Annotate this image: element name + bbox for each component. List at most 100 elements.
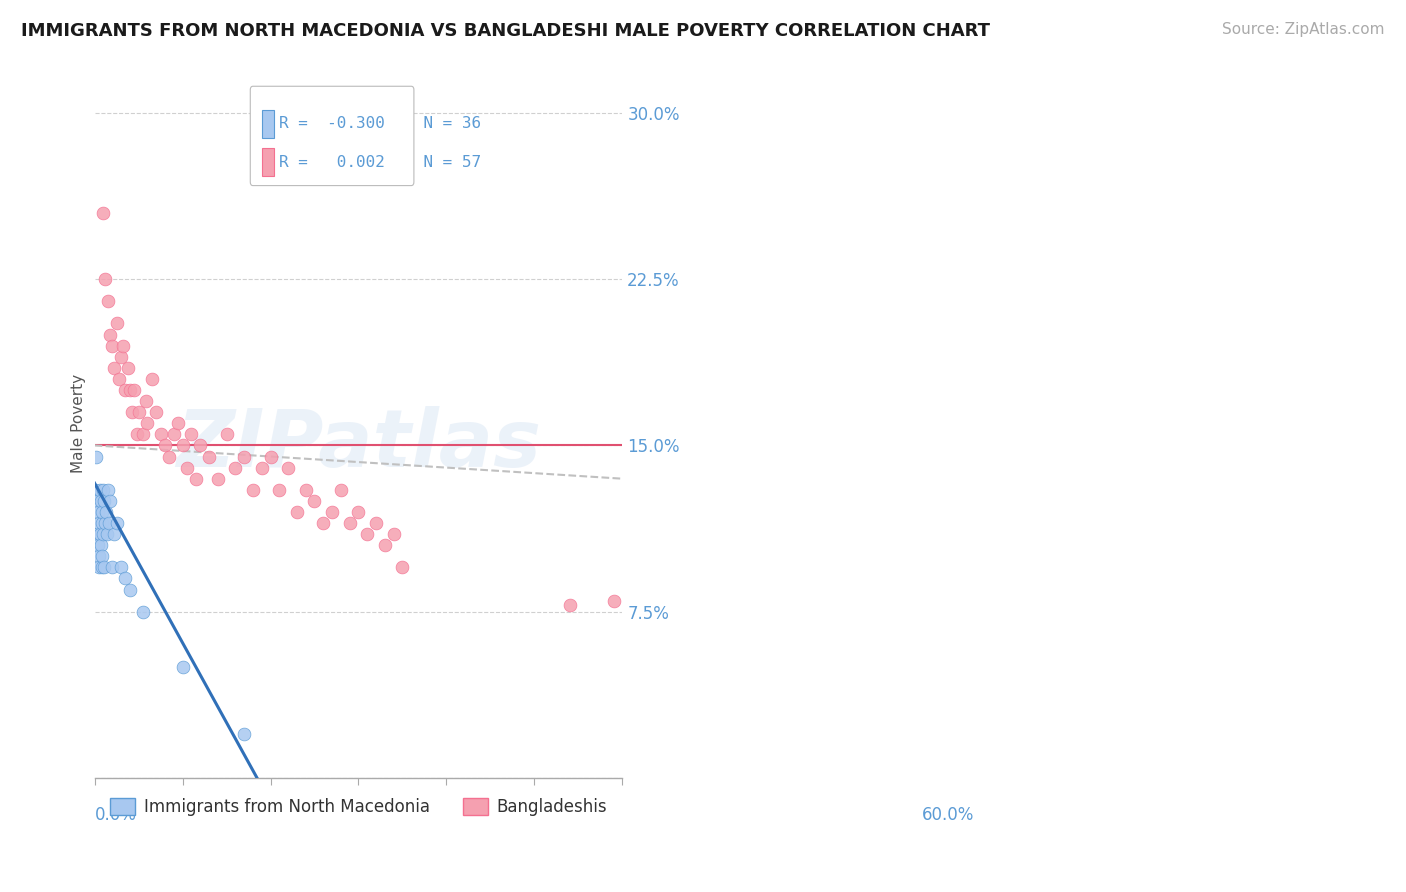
Point (96, 527, 118, 541)
Point (101, 339, 124, 353)
Y-axis label: Male Poverty: Male Poverty (72, 374, 86, 473)
Point (118, 383, 141, 397)
Point (224, 460, 246, 475)
Bar (263, 110, 274, 138)
Point (87, 549, 110, 564)
Point (364, 516, 387, 530)
Point (135, 394, 157, 409)
Text: 60.0%: 60.0% (922, 806, 974, 824)
Point (153, 438, 176, 452)
Text: Source: ZipAtlas.com: Source: ZipAtlas.com (1222, 22, 1385, 37)
Point (149, 427, 172, 442)
Point (111, 339, 134, 353)
Point (215, 427, 238, 442)
Point (163, 427, 186, 442)
Point (90, 560, 112, 574)
Point (347, 505, 370, 519)
Point (167, 417, 190, 431)
Point (90, 494, 112, 508)
Point (176, 460, 198, 475)
Bar (263, 148, 274, 177)
Point (87, 560, 110, 574)
Point (89, 483, 111, 497)
Point (110, 560, 132, 574)
Point (100, 327, 122, 342)
Point (87, 516, 110, 530)
Point (172, 660, 194, 674)
Point (356, 527, 378, 541)
Point (602, 593, 624, 607)
Point (339, 516, 361, 530)
FancyBboxPatch shape (250, 87, 413, 186)
Point (97, 294, 120, 309)
Point (91, 505, 114, 519)
Point (121, 405, 143, 419)
Point (122, 383, 145, 397)
Point (277, 460, 299, 475)
Point (329, 483, 352, 497)
Point (259, 450, 281, 464)
Text: ZIPatlas: ZIPatlas (176, 406, 541, 483)
Point (132, 427, 155, 442)
Point (101, 560, 124, 574)
Point (294, 483, 316, 497)
Point (125, 427, 148, 442)
Legend: Immigrants from North Macedonia, Bangladeshis: Immigrants from North Macedonia, Banglad… (104, 791, 613, 823)
Point (269, 483, 291, 497)
Point (90, 516, 112, 530)
Point (93, 483, 115, 497)
Point (285, 505, 308, 519)
Point (91, 549, 114, 564)
Point (86, 450, 108, 464)
Point (114, 572, 136, 586)
Point (103, 360, 125, 375)
Text: R =  -0.300    N = 36: R = -0.300 N = 36 (280, 116, 481, 131)
Point (312, 516, 335, 530)
Point (304, 494, 326, 508)
Point (87, 505, 110, 519)
Point (86, 494, 108, 508)
Point (374, 538, 396, 552)
Point (391, 560, 413, 574)
Point (97, 516, 120, 530)
Point (93, 527, 115, 541)
Point (100, 494, 122, 508)
Point (157, 450, 180, 464)
Point (321, 505, 343, 519)
Point (145, 405, 167, 419)
Point (136, 417, 159, 431)
Point (93, 494, 115, 508)
Point (172, 438, 194, 452)
Point (198, 450, 221, 464)
Point (108, 372, 131, 386)
Point (105, 317, 128, 331)
Point (93, 205, 115, 219)
Point (184, 472, 207, 486)
Point (105, 516, 128, 530)
Point (90, 538, 112, 552)
Text: IMMIGRANTS FROM NORTH MACEDONIA VS BANGLADESHI MALE POVERTY CORRELATION CHART: IMMIGRANTS FROM NORTH MACEDONIA VS BANGL… (21, 22, 990, 40)
Point (87, 538, 110, 552)
Point (233, 726, 256, 740)
Point (114, 383, 136, 397)
Point (93, 560, 115, 574)
Point (128, 405, 150, 419)
Point (86, 527, 108, 541)
Text: 0.0%: 0.0% (94, 806, 136, 824)
Point (94, 505, 117, 519)
Point (558, 598, 581, 612)
Point (242, 483, 264, 497)
Point (382, 527, 405, 541)
Point (97, 483, 120, 497)
Point (94, 516, 117, 530)
Point (207, 472, 229, 486)
Point (84, 483, 107, 497)
Point (110, 350, 132, 364)
Point (141, 372, 163, 386)
Point (233, 450, 256, 464)
Point (117, 360, 139, 375)
Point (180, 427, 202, 442)
Point (94, 272, 117, 286)
Point (250, 460, 273, 475)
Point (188, 438, 211, 452)
